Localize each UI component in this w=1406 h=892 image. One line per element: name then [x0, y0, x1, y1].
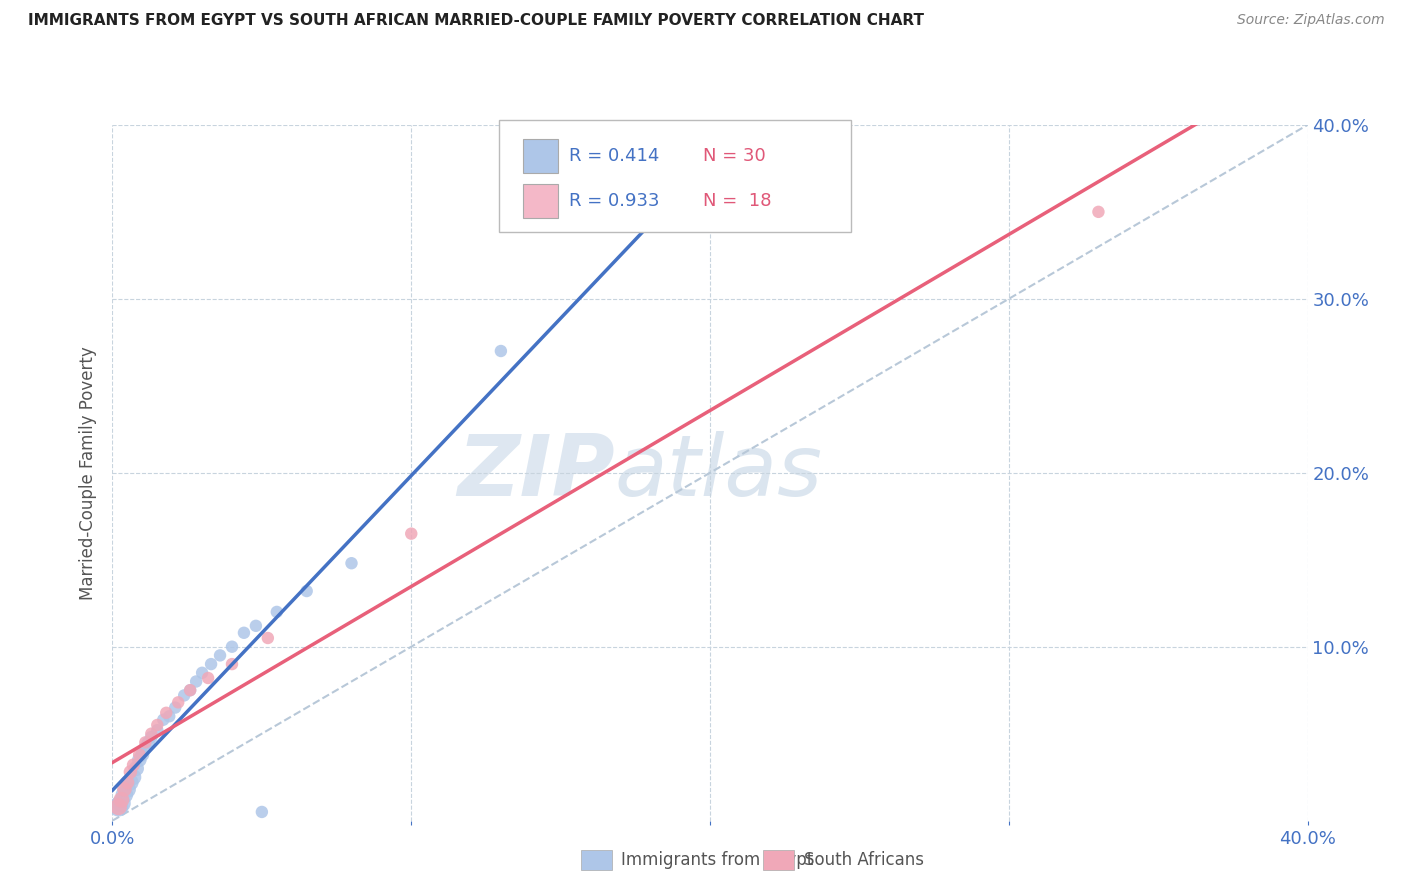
Point — [179, 683, 201, 698]
Point — [107, 799, 129, 814]
Point — [120, 775, 142, 789]
Point — [152, 713, 174, 727]
Point — [131, 747, 153, 762]
Point — [128, 753, 150, 767]
Point — [128, 747, 150, 762]
Point — [122, 770, 145, 784]
Point — [125, 761, 148, 775]
Point — [266, 605, 288, 619]
Point — [114, 782, 135, 797]
Point — [221, 657, 243, 671]
Point — [165, 700, 187, 714]
Point — [122, 758, 145, 772]
Point — [138, 735, 160, 749]
Point — [197, 671, 219, 685]
Point — [120, 764, 142, 779]
Point — [146, 723, 169, 738]
Point — [110, 793, 132, 807]
Text: Immigrants from Egypt: Immigrants from Egypt — [621, 851, 814, 869]
Point — [221, 640, 243, 654]
Point — [245, 619, 267, 633]
Point — [146, 718, 169, 732]
Text: R = 0.414: R = 0.414 — [569, 147, 659, 165]
Point — [155, 706, 177, 720]
Y-axis label: Married-Couple Family Poverty: Married-Couple Family Poverty — [79, 346, 97, 599]
Point — [186, 674, 208, 689]
Point — [200, 657, 222, 671]
Point — [1087, 205, 1109, 219]
Point — [401, 526, 423, 541]
Point — [191, 665, 214, 680]
Point — [134, 735, 156, 749]
Point — [117, 775, 139, 789]
Point — [157, 709, 180, 723]
Point — [141, 726, 163, 740]
Text: IMMIGRANTS FROM EGYPT VS SOUTH AFRICAN MARRIED-COUPLE FAMILY POVERTY CORRELATION: IMMIGRANTS FROM EGYPT VS SOUTH AFRICAN M… — [28, 13, 924, 29]
Point — [141, 730, 163, 744]
Point — [117, 782, 139, 797]
Point — [257, 631, 280, 645]
Text: Source: ZipAtlas.com: Source: ZipAtlas.com — [1237, 13, 1385, 28]
Point — [134, 740, 156, 755]
Text: South Africans: South Africans — [804, 851, 924, 869]
Text: R = 0.933: R = 0.933 — [569, 192, 659, 210]
Text: N =  18: N = 18 — [703, 192, 772, 210]
Text: atlas: atlas — [614, 431, 823, 515]
Point — [295, 584, 318, 599]
Point — [107, 799, 129, 814]
Text: N = 30: N = 30 — [703, 147, 766, 165]
Point — [114, 788, 135, 802]
Point — [340, 556, 363, 570]
Point — [179, 683, 201, 698]
Point — [167, 695, 190, 709]
Point — [489, 343, 512, 358]
Point — [250, 805, 273, 819]
Point — [208, 648, 231, 663]
Text: ZIP: ZIP — [457, 431, 614, 515]
Point — [232, 625, 256, 640]
Point — [173, 689, 195, 703]
Point — [110, 796, 132, 810]
